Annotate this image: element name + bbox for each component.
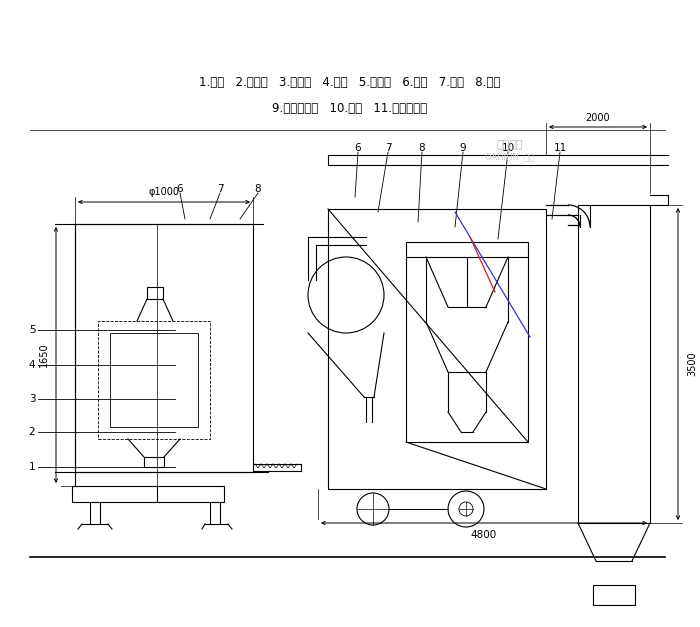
- Text: 11: 11: [554, 143, 566, 153]
- Text: 3: 3: [29, 394, 35, 404]
- Text: 6: 6: [176, 184, 183, 194]
- Bar: [144, 457, 164, 467]
- Text: OAHIHN  机械: OAHIHN 机械: [485, 152, 535, 162]
- Bar: [110, 333, 198, 427]
- Bar: [328, 209, 546, 489]
- Bar: [75, 224, 253, 472]
- Text: 3500: 3500: [687, 352, 697, 376]
- Bar: [98, 321, 210, 439]
- Text: 2: 2: [29, 427, 35, 437]
- Bar: [147, 287, 163, 299]
- Text: 天汰机械: 天汰机械: [497, 140, 524, 150]
- Text: 9: 9: [460, 143, 466, 153]
- Text: 9.旋风分离器   10.支架   11.布袋除尘器: 9.旋风分离器 10.支架 11.布袋除尘器: [272, 102, 428, 115]
- Text: 1: 1: [29, 462, 35, 472]
- Text: 8: 8: [255, 184, 261, 194]
- Text: φ1000: φ1000: [148, 187, 179, 197]
- Text: 4800: 4800: [471, 530, 497, 540]
- Bar: [593, 585, 635, 605]
- Text: 4: 4: [29, 360, 35, 370]
- Text: 1650: 1650: [39, 343, 49, 367]
- Bar: [72, 486, 224, 502]
- Text: 2000: 2000: [586, 113, 610, 123]
- Text: 7: 7: [217, 184, 223, 194]
- Text: 10: 10: [501, 143, 514, 153]
- Text: 1.底座   2.回风道   3.激振器   4.筛网   5.进料斗   6.风机   7.绞龙   8.料仓: 1.底座 2.回风道 3.激振器 4.筛网 5.进料斗 6.风机 7.绞龙 8.…: [199, 75, 500, 88]
- Text: 7: 7: [385, 143, 391, 153]
- Text: 5: 5: [29, 325, 35, 335]
- Bar: [406, 242, 528, 442]
- Text: 6: 6: [355, 143, 361, 153]
- Text: 8: 8: [419, 143, 426, 153]
- Bar: [578, 205, 650, 523]
